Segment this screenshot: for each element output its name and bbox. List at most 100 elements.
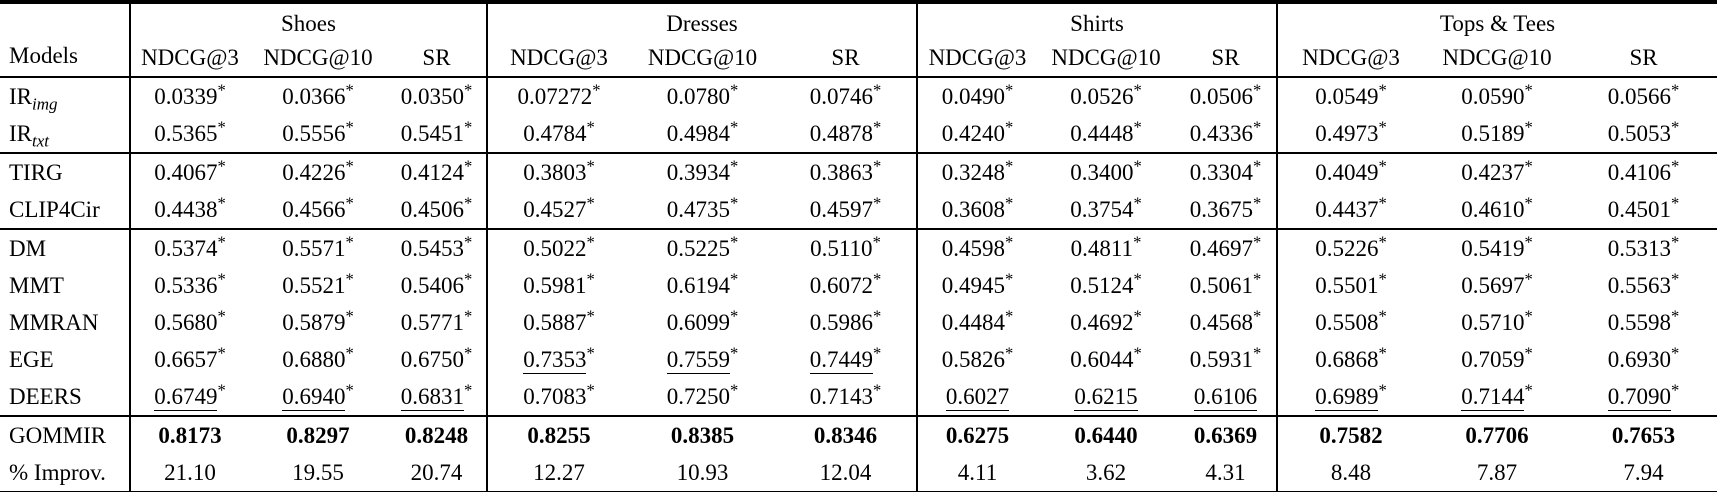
metric-value: 0.5061 — [1189, 272, 1253, 298]
metric-cell: 19.55 — [249, 454, 387, 492]
metric-value: 0.8385 — [670, 422, 735, 448]
table-section-2: TIRG 0.4067* 0.4226* 0.4124* 0.3803* 0.3934* 0… — [0, 153, 1717, 229]
metric-cell: 0.4226* — [249, 153, 387, 191]
metric-value: 0.5313 — [1607, 235, 1671, 261]
metric-value: 0.4597 — [809, 196, 873, 222]
metric-cell: 0.6440 — [1037, 416, 1175, 454]
significance-star: * — [1524, 155, 1533, 175]
model-subscript: img — [32, 94, 58, 114]
metric-header-shirts-sr: SR — [1211, 45, 1240, 70]
significance-star: * — [1524, 342, 1533, 362]
metric-value: 0.7083 — [523, 383, 587, 409]
metric-value: 0.4945 — [941, 272, 1005, 298]
table-row-irimg: IRimg 0.0339* 0.0366* 0.0350* 0.07272* 0.0780… — [0, 77, 1717, 115]
group-header-row: Models Shoes Dresses Shirts Tops & Tees — [0, 2, 1717, 68]
metric-cell: 0.0339* — [129, 77, 249, 115]
metric-cell: 0.4697* — [1175, 229, 1277, 267]
metric-cell: 0.5710* — [1424, 304, 1570, 341]
significance-star: * — [586, 342, 595, 362]
metric-cell: 0.5501* — [1276, 267, 1424, 304]
metric-value: 10.93 — [676, 459, 729, 485]
metric-value: 0.6868 — [1315, 346, 1379, 372]
metric-cell: 21.10 — [129, 454, 249, 492]
metric-cell: 0.5771* — [387, 304, 487, 341]
metric-cell: 0.5986* — [775, 304, 917, 341]
significance-star: * — [729, 155, 739, 175]
metric-value: 3.62 — [1085, 459, 1127, 485]
metric-header-shirts-ndcg-10: NDCG@10 — [1051, 45, 1161, 70]
model-name-cell: TIRG — [9, 159, 63, 185]
metric-cell: 0.6027 — [916, 378, 1037, 416]
metric-cell: 0.4237* — [1424, 153, 1570, 191]
metric-cell: 0.5451* — [387, 115, 487, 153]
metric-cell: 0.7653 — [1570, 416, 1717, 454]
significance-star: * — [729, 79, 739, 99]
metric-header-shirts-ndcg-3: NDCG@3 — [916, 40, 1037, 77]
metric-cell: 12.04 — [775, 454, 917, 492]
metric-cell: 0.5680* — [129, 304, 249, 341]
significance-star: * — [217, 116, 226, 136]
metric-cell: 0.4692* — [1037, 304, 1175, 341]
metric-cell: 0.7144* — [1424, 378, 1570, 416]
metric-cell: 0.5879* — [249, 304, 387, 341]
metric-value: 8.48 — [1330, 459, 1372, 485]
metric-cell: 0.7559* — [630, 341, 775, 378]
significance-star: * — [872, 116, 882, 136]
metric-cell: 0.6106 — [1175, 378, 1277, 416]
significance-star: * — [729, 231, 739, 251]
metric-value: 0.5053 — [1607, 120, 1671, 146]
metric-value: 0.3304 — [1189, 159, 1253, 185]
significance-star: * — [463, 79, 473, 99]
table-section-4: GOMMIR 0.8173 0.8297 0.8248 0.8255 0.8385 0.83… — [0, 416, 1717, 492]
significance-star: * — [1252, 116, 1262, 136]
group-header-shoes: Shoes — [129, 2, 487, 40]
metric-cell: 0.5189* — [1424, 115, 1570, 153]
metric-value: 0.4336 — [1189, 120, 1253, 146]
metric-cell: 0.8385 — [630, 416, 775, 454]
metric-value: 0.4984 — [666, 120, 730, 146]
significance-star: * — [1252, 342, 1262, 362]
metric-cell: 4.11 — [916, 454, 1037, 492]
significance-star: * — [1671, 342, 1680, 362]
significance-star: * — [1378, 268, 1387, 288]
metric-value: 0.4566 — [282, 196, 346, 222]
significance-star: * — [217, 379, 226, 399]
metric-cell: 0.5556* — [249, 115, 387, 153]
significance-star: * — [345, 192, 354, 212]
group-header-tops-tees: Tops & Tees — [1275, 2, 1717, 40]
metric-cell: 0.5022* — [486, 229, 630, 267]
metric-cell: 0.4438* — [129, 191, 249, 229]
significance-star: * — [1133, 79, 1142, 99]
significance-star: * — [463, 268, 473, 288]
metric-value: 0.5710 — [1461, 309, 1525, 335]
metric-cell: 0.5419* — [1424, 229, 1570, 267]
metric-value: 0.4692 — [1070, 309, 1134, 335]
metric-cell: 0.4501* — [1570, 191, 1717, 229]
significance-star: * — [729, 268, 739, 288]
significance-star: * — [217, 342, 226, 362]
significance-star: * — [1524, 192, 1533, 212]
metric-cell: 0.4448* — [1037, 115, 1175, 153]
metric-cell: 0.4240* — [916, 115, 1037, 153]
metric-value: 0.4049 — [1315, 159, 1379, 185]
metric-value: 0.0526 — [1070, 83, 1134, 109]
model-name-cell: DM — [9, 235, 47, 261]
metric-cell: 0.4566* — [249, 191, 387, 229]
significance-star: * — [217, 305, 226, 325]
metric-cell: 0.5313* — [1570, 229, 1717, 267]
significance-star: * — [345, 268, 354, 288]
significance-star: * — [217, 79, 226, 99]
metric-cell: 0.5453* — [387, 229, 487, 267]
significance-star: * — [1133, 231, 1142, 251]
metric-cell: 0.5508* — [1276, 304, 1424, 341]
significance-star: * — [463, 155, 473, 175]
metric-value: 0.0339 — [154, 83, 218, 109]
metric-value: 0.4784 — [523, 120, 587, 146]
significance-star: * — [1378, 379, 1387, 399]
metric-value: 0.3934 — [666, 159, 730, 185]
metric-value: 0.0549 — [1315, 83, 1379, 109]
significance-star: * — [586, 379, 595, 399]
model-name-cell: IRtxt — [9, 120, 50, 151]
metric-value: 0.8297 — [286, 422, 350, 448]
metric-value: 0.8173 — [158, 422, 222, 448]
